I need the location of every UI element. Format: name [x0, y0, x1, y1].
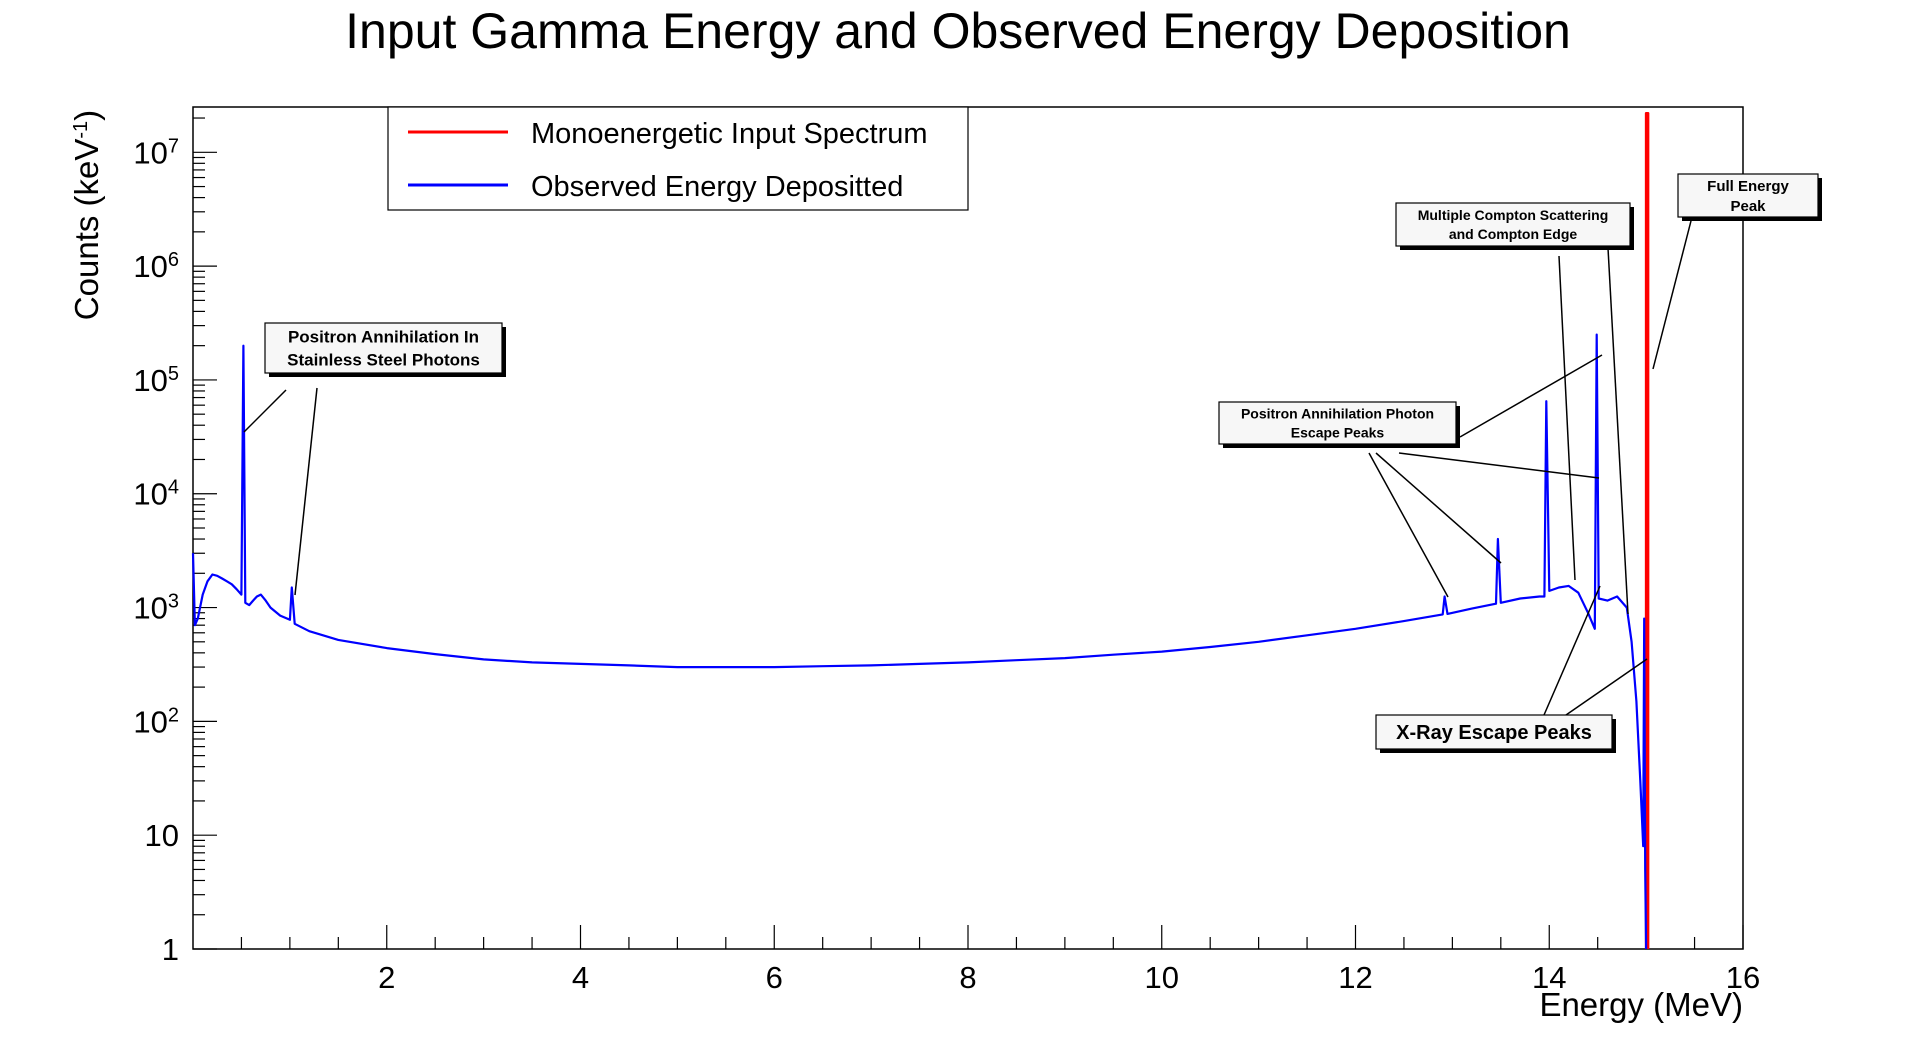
- x-tick-label: 6: [766, 960, 783, 995]
- annotation-leader-line: [1368, 452, 1449, 598]
- legend-label-observed: Observed Energy Depositted: [531, 171, 903, 203]
- annotation-leader-line: [1652, 216, 1693, 370]
- annotation-box: [1395, 202, 1631, 247]
- series-line-observed: [191, 333, 1648, 950]
- y-tick-base: 10: [133, 477, 167, 512]
- annotation-text: Peak: [1730, 198, 1766, 215]
- y-tick-exponent: 5: [168, 363, 179, 385]
- x-tick-label: 16: [1726, 960, 1760, 995]
- y-tick-base: 10: [133, 135, 167, 170]
- annotation-text: Positron Annihilation In: [288, 328, 479, 347]
- annotation-leader-line: [1565, 658, 1648, 716]
- y-tick-base: 10: [133, 249, 167, 284]
- series-layer: [191, 112, 1650, 950]
- annotation-text: Escape Peaks: [1291, 424, 1385, 440]
- y-tick-label: 103: [133, 591, 179, 626]
- annotation-leader-line: [294, 387, 318, 596]
- y-axis-label-exponent: -1: [70, 121, 92, 139]
- y-tick-exponent: 3: [168, 591, 179, 613]
- y-tick-exponent: 2: [168, 704, 179, 726]
- x-tick-label: 4: [572, 960, 589, 995]
- annotation-leader-line: [1607, 247, 1629, 615]
- x-tick-label: 2: [378, 960, 395, 995]
- y-tick-label: 1: [162, 932, 179, 967]
- y-tick-base: 1: [162, 932, 179, 967]
- annotation-box: [1375, 714, 1613, 750]
- legend-label-input: Monoenergetic Input Spectrum: [531, 118, 928, 150]
- annotation-full-energy: Full Energy Peak: [1677, 173, 1822, 221]
- annotation-layer: Positron Annihilation In Stainless Steel …: [243, 173, 1822, 753]
- annotation-text: Stainless Steel Photons: [287, 351, 480, 370]
- y-tick-label: 105: [133, 363, 179, 398]
- y-tick-label: 102: [133, 704, 179, 739]
- legend-box: [387, 106, 969, 211]
- x-tick-label: 14: [1532, 960, 1566, 995]
- y-axis-label-main: Counts (keV: [68, 139, 105, 321]
- legend: Monoenergetic Input Spectrum Observed En…: [387, 106, 969, 211]
- y-tick-base: 10: [133, 591, 167, 626]
- annotation-leader-line: [1459, 354, 1603, 438]
- y-tick-label: 10: [145, 818, 179, 853]
- y-tick-label: 107: [133, 135, 179, 170]
- annotation-text: X-Ray Escape Peaks: [1396, 722, 1592, 744]
- series-line-input: [1644, 112, 1650, 949]
- annotation-box: [1677, 173, 1819, 218]
- y-tick-exponent: 4: [168, 477, 179, 499]
- y-tick-base: 10: [145, 818, 179, 853]
- x-axis-label: Energy (MeV): [1539, 986, 1743, 1023]
- annotation-text: Full Energy: [1707, 178, 1789, 195]
- y-tick-exponent: 7: [168, 135, 179, 157]
- y-tick-base: 10: [133, 704, 167, 739]
- annotation-text: Positron Annihilation Photon: [1241, 406, 1434, 422]
- annotation-leader-line: [1398, 452, 1600, 479]
- y-tick-exponent: 6: [168, 249, 179, 271]
- annotation-leader-line: [1543, 585, 1601, 716]
- annotation-box: [1218, 401, 1457, 445]
- annotation-xray-escape: X-Ray Escape Peaks: [1375, 714, 1616, 753]
- annotation-leader-line: [243, 389, 287, 433]
- chart-title: Input Gamma Energy and Observed Energy D…: [345, 3, 1571, 59]
- annotation-positron-stainless: Positron Annihilation In Stainless Steel …: [264, 322, 506, 377]
- x-tick-label: 10: [1145, 960, 1179, 995]
- x-tick-label: 12: [1338, 960, 1372, 995]
- y-axis-label-close: ): [68, 110, 105, 121]
- x-axis-ticks: 2 4 6 8 10 12 14 16: [240, 925, 1760, 995]
- annotation-text: Multiple Compton Scattering: [1418, 207, 1609, 223]
- annotation-text: and Compton Edge: [1449, 226, 1578, 242]
- y-tick-label: 104: [133, 477, 179, 512]
- y-tick-label: 106: [133, 249, 179, 284]
- annotation-positron-escape: Positron Annihilation Photon Escape Peaks: [1218, 401, 1460, 448]
- annotation-compton: Multiple Compton Scattering and Compton E…: [1395, 202, 1634, 250]
- annotation-box: [264, 322, 503, 374]
- y-axis-label: Counts (keV-1): [68, 110, 105, 320]
- annotation-leader-line: [1558, 255, 1576, 581]
- annotation-leader-line: [1375, 452, 1502, 564]
- x-tick-label: 8: [959, 960, 976, 995]
- y-tick-base: 10: [133, 363, 167, 398]
